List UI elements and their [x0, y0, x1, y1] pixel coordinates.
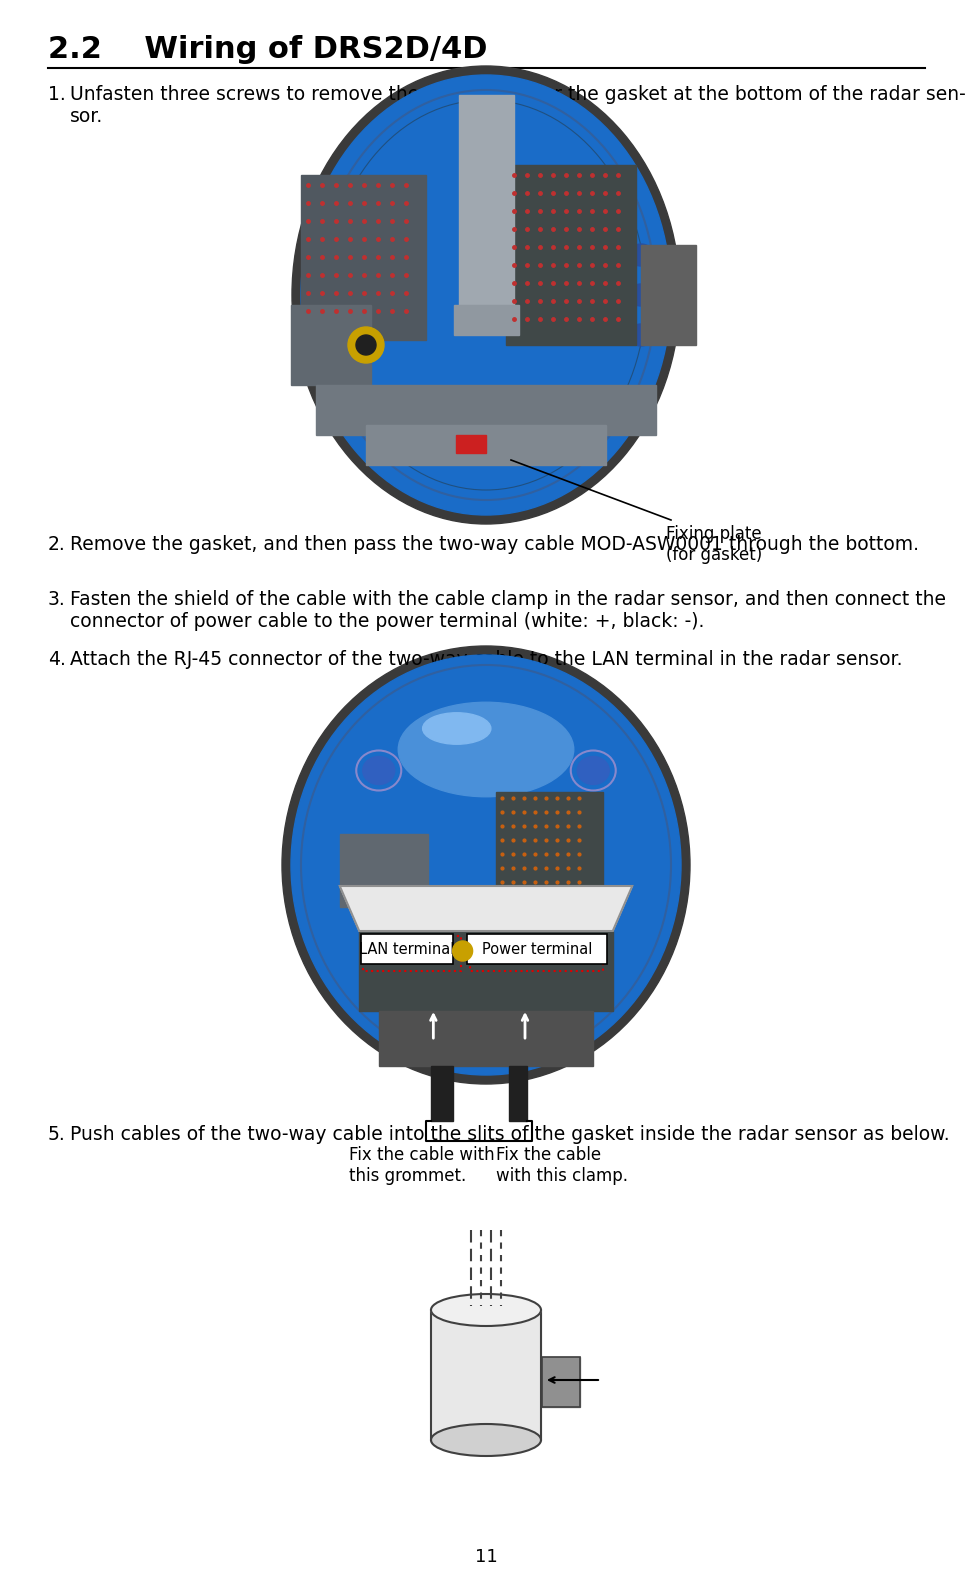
- Text: Power terminal: Power terminal: [482, 941, 592, 957]
- Text: Fasten the shield of the cable with the cable clamp in the radar sensor, and the: Fasten the shield of the cable with the …: [70, 590, 946, 631]
- Text: 3.: 3.: [48, 590, 66, 609]
- Ellipse shape: [629, 244, 654, 266]
- Text: Attach the RJ-45 connector of the two-way cable to the LAN terminal in the radar: Attach the RJ-45 connector of the two-wa…: [70, 650, 903, 669]
- Bar: [301, 176, 426, 340]
- Ellipse shape: [629, 324, 654, 346]
- Text: 5.: 5.: [48, 1125, 66, 1144]
- Ellipse shape: [301, 74, 671, 516]
- Bar: [510, 1066, 527, 1122]
- Text: Push cables of the two-way cable into the slits of the gasket inside the radar s: Push cables of the two-way cable into th…: [70, 1125, 950, 1144]
- Text: LAN terminal: LAN terminal: [359, 941, 454, 957]
- Text: Fix the cable with
this grommet.: Fix the cable with this grommet.: [348, 1145, 494, 1185]
- Circle shape: [348, 327, 384, 362]
- Bar: [291, 305, 371, 384]
- Bar: [431, 1066, 453, 1122]
- Bar: [458, 95, 514, 324]
- Bar: [378, 1011, 594, 1066]
- Bar: [316, 384, 656, 435]
- Ellipse shape: [363, 756, 395, 785]
- Text: Unfasten three screws to remove the fixing plate for the gasket at the bottom of: Unfasten three screws to remove the fixi…: [70, 85, 966, 127]
- Ellipse shape: [318, 324, 343, 346]
- Bar: [506, 165, 636, 345]
- Circle shape: [356, 335, 376, 354]
- Text: 11: 11: [475, 1549, 497, 1566]
- Bar: [542, 1357, 580, 1406]
- Bar: [431, 1310, 541, 1440]
- Text: 1.: 1.: [48, 85, 66, 104]
- Bar: [359, 930, 613, 1011]
- Text: Remove the gasket, and then pass the two-way cable MOD-ASW0001 through the botto: Remove the gasket, and then pass the two…: [70, 535, 919, 554]
- Bar: [363, 937, 460, 971]
- Text: 2.2    Wiring of DRS2D/4D: 2.2 Wiring of DRS2D/4D: [48, 35, 487, 63]
- Text: Fixing plate
(for gasket): Fixing plate (for gasket): [666, 525, 762, 563]
- Bar: [453, 305, 519, 335]
- Text: Fix the cable
with this clamp.: Fix the cable with this clamp.: [496, 1145, 628, 1185]
- Ellipse shape: [291, 655, 681, 1076]
- Ellipse shape: [318, 244, 343, 266]
- Ellipse shape: [282, 645, 690, 1084]
- FancyBboxPatch shape: [466, 933, 607, 963]
- Ellipse shape: [398, 702, 574, 797]
- Ellipse shape: [422, 713, 490, 744]
- Ellipse shape: [292, 66, 680, 524]
- Polygon shape: [340, 886, 632, 930]
- Bar: [496, 791, 603, 906]
- Text: 4.: 4.: [48, 650, 66, 669]
- Bar: [340, 834, 427, 906]
- Bar: [542, 1357, 580, 1406]
- FancyBboxPatch shape: [361, 933, 452, 963]
- Bar: [470, 937, 603, 971]
- Bar: [366, 426, 606, 465]
- Ellipse shape: [577, 756, 609, 785]
- Bar: [456, 435, 486, 452]
- Text: 2.: 2.: [48, 535, 66, 554]
- Ellipse shape: [318, 285, 343, 305]
- Ellipse shape: [629, 285, 654, 305]
- Circle shape: [452, 941, 473, 960]
- Bar: [641, 245, 696, 345]
- Ellipse shape: [431, 1424, 541, 1455]
- Ellipse shape: [431, 1294, 541, 1326]
